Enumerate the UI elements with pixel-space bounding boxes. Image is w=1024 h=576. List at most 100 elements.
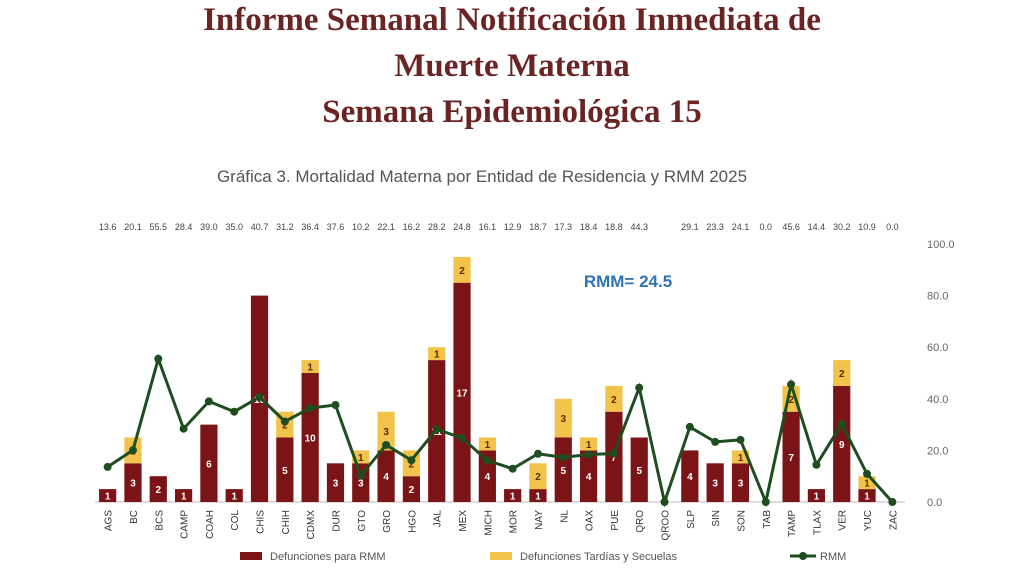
y2-tick-label: 0.0: [927, 497, 942, 509]
bar-segment: [681, 450, 699, 502]
y2-tick-label: 60.0: [927, 342, 948, 354]
bar-label: 3: [738, 479, 744, 490]
rmm-label: 12.9: [504, 222, 522, 232]
x-tick-label: TLAX: [812, 510, 823, 535]
bar-label: 7: [611, 453, 617, 464]
bar-label: 3: [561, 414, 567, 425]
bar-segment: [352, 463, 370, 502]
bar-segment: [529, 463, 547, 490]
rmm-point: [407, 456, 416, 465]
rmm-label: 36.4: [301, 222, 319, 232]
x-tick-label: MOR: [509, 510, 520, 533]
bar-label: 2: [611, 395, 617, 406]
bar-label: 1: [814, 492, 820, 503]
x-tick-label: DUR: [331, 510, 342, 532]
rmm-label: 44.3: [630, 222, 648, 232]
rmm-point: [685, 422, 694, 431]
x-tick-label: TAMP: [787, 510, 798, 537]
title-line: Semana Epidemiológica 15: [322, 94, 702, 130]
x-tick-label: SIN: [711, 510, 722, 527]
rmm-point: [306, 404, 315, 413]
bar-segment: [706, 463, 724, 502]
x-tick-label: CDMX: [306, 510, 317, 540]
bar-segment: [453, 256, 471, 283]
rmm-point: [711, 437, 720, 446]
rmm-label: 10.2: [352, 222, 370, 232]
rmm-label: 20.1: [124, 222, 142, 232]
rmm-point: [787, 380, 796, 389]
rmm-point: [331, 400, 340, 409]
bar-segment: [579, 450, 598, 502]
rmm-point: [761, 498, 770, 506]
bar-label: 3: [712, 479, 718, 490]
rmm-point: [154, 354, 163, 363]
bar-segment: [478, 437, 496, 451]
rmm-label: 29.1: [681, 222, 699, 232]
x-tick-label: TAB: [762, 510, 773, 529]
x-tick-label: COAH: [205, 510, 216, 539]
subtitle: Gráfica 3. Mortalidad Materna por Entida…: [217, 167, 747, 186]
rmm-point: [382, 440, 391, 449]
rmm-label: 14.4: [808, 222, 826, 232]
bar-label: 9: [839, 440, 845, 451]
bar-segment: [149, 476, 167, 502]
rmm-point: [609, 449, 618, 458]
rmm-point: [863, 469, 872, 478]
bar-label: 5: [282, 466, 288, 477]
bar-label: 1: [434, 350, 440, 361]
rmm-point: [103, 462, 112, 471]
rmm-point: [533, 449, 542, 458]
bar-segment: [630, 437, 648, 502]
bar-label: 5: [636, 466, 642, 477]
bar-segment: [529, 489, 547, 502]
rmm-label: 24.8: [453, 222, 471, 232]
bar-label: 4: [687, 472, 693, 483]
rmm-label: 23.3: [706, 222, 724, 232]
bar-label: 4: [586, 472, 592, 483]
rmm-label: 18.8: [605, 222, 623, 232]
rmm-label: 18.4: [580, 222, 598, 232]
bar-label: 17: [456, 388, 468, 399]
bar-segment: [782, 411, 800, 502]
bar-label: 1: [864, 479, 870, 490]
bar-label: 1: [535, 492, 541, 503]
bar-segment: [326, 463, 345, 502]
legend-label: RMM: [820, 551, 846, 563]
x-tick-label: SON: [736, 510, 747, 532]
bar-segment: [453, 282, 471, 502]
rmm-label: 10.9: [858, 222, 876, 232]
bar-label: 1: [586, 440, 592, 451]
rmm-point: [280, 417, 289, 426]
rmm-point: [559, 453, 568, 462]
rmm-label: 22.1: [377, 222, 395, 232]
rmm-label: 0.0: [886, 222, 899, 232]
bar-segment: [605, 385, 623, 412]
bar-label: 1: [231, 492, 237, 503]
bar-label: 1: [738, 453, 744, 464]
rmm-label: 24.1: [732, 222, 750, 232]
rmm-label: 35.0: [225, 222, 243, 232]
rmm-point: [179, 424, 188, 433]
rmm-point: [128, 446, 137, 455]
x-tick-label: CAMP: [180, 510, 191, 539]
annotation: RMM= 24.5: [584, 272, 672, 291]
title-line: Muerte Materna: [394, 48, 629, 84]
bar-label: 2: [788, 395, 794, 406]
bar-segment: [833, 360, 851, 386]
rmm-point: [837, 420, 846, 429]
bar-label: 2: [459, 266, 465, 277]
x-tick-label: CHIS: [256, 510, 267, 534]
rmm-point: [483, 456, 492, 465]
bar-segment: [504, 489, 522, 502]
rmm-point: [432, 425, 441, 434]
rmm-label: 17.3: [555, 222, 573, 232]
bar-segment: [807, 489, 826, 502]
bar-segment: [276, 437, 294, 502]
rmm-label: 31.2: [276, 222, 294, 232]
bar-label: 1: [510, 492, 516, 503]
x-tick-label: NAY: [534, 510, 545, 530]
bar-label: 10: [305, 434, 317, 445]
rmm-point: [204, 397, 213, 406]
bar-segment: [428, 347, 446, 361]
rmm-point: [508, 464, 517, 473]
